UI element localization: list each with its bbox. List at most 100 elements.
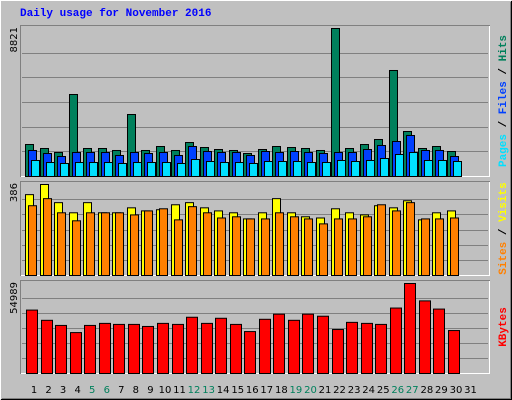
x-tick-label: 2 (45, 385, 51, 396)
panel-shade (20, 25, 490, 177)
bar (377, 204, 386, 276)
legend-separator: / (498, 114, 510, 134)
legend-separator: / (498, 61, 510, 81)
bar (162, 162, 171, 178)
bar (273, 313, 285, 374)
x-tick-label: 9 (147, 385, 153, 396)
bar (392, 210, 401, 276)
legend: Sites / Visits (498, 182, 510, 274)
y-tick-label: 386 (9, 183, 20, 202)
bar (346, 321, 358, 374)
x-tick-label: 5 (89, 385, 95, 396)
x-tick-label: 12 (188, 385, 201, 396)
bar (177, 162, 186, 177)
bar (174, 219, 183, 277)
bar (57, 212, 66, 277)
bar (278, 161, 287, 177)
bar (26, 309, 38, 375)
bar (290, 216, 299, 276)
bar (86, 212, 95, 277)
bar (450, 217, 459, 276)
legend-entry: Pages (498, 134, 510, 167)
bar (419, 300, 431, 374)
bar (246, 218, 255, 277)
legend-separator: / (498, 222, 510, 242)
bar (201, 322, 213, 375)
bar (433, 308, 445, 374)
x-tick-label: 29 (435, 385, 448, 396)
bar (302, 313, 314, 374)
bar (264, 161, 273, 177)
bar (133, 162, 142, 178)
x-tick-label: 26 (391, 385, 404, 396)
bar (115, 212, 124, 277)
panel-shade (20, 181, 490, 276)
bar (217, 217, 226, 276)
bar (293, 161, 302, 177)
bar (366, 159, 375, 177)
bar (203, 212, 212, 277)
bar (104, 162, 113, 178)
x-tick-label: 13 (202, 385, 215, 396)
bar (41, 319, 53, 374)
x-tick-label: 10 (159, 385, 172, 396)
bar (249, 162, 258, 177)
bar (380, 157, 389, 178)
x-tick-label: 1 (31, 385, 37, 396)
x-tick-label: 20 (304, 385, 317, 396)
x-tick-label: 30 (450, 385, 463, 396)
bar (113, 323, 125, 374)
bar (144, 210, 153, 276)
bar (232, 216, 241, 276)
x-tick-label: 3 (60, 385, 66, 396)
bar (43, 198, 52, 276)
bar (89, 162, 98, 178)
bar (348, 218, 357, 277)
x-tick-label: 27 (406, 385, 419, 396)
bar (188, 206, 197, 277)
x-tick-label: 8 (133, 385, 139, 396)
x-tick-label: 21 (319, 385, 332, 396)
bar (72, 220, 81, 276)
bar (206, 161, 215, 177)
bar (404, 283, 416, 374)
bar (31, 159, 40, 177)
x-tick-label: 11 (173, 385, 186, 396)
bar (75, 162, 84, 178)
bar (375, 323, 387, 374)
bar (409, 152, 418, 177)
bar (453, 161, 462, 177)
bar (390, 307, 402, 374)
bar (244, 331, 256, 374)
bar (361, 322, 373, 375)
bar (438, 159, 447, 177)
bar (191, 159, 200, 177)
y-tick-label: 54989 (9, 282, 20, 314)
bar (157, 322, 169, 375)
bar (172, 323, 184, 374)
bar (147, 162, 156, 178)
bar (118, 162, 127, 177)
bar (421, 218, 430, 277)
bar (130, 214, 139, 276)
bar (351, 161, 360, 177)
x-tick-label: 24 (362, 385, 375, 396)
bar (317, 315, 329, 375)
bar (215, 317, 227, 375)
bar (55, 324, 67, 375)
x-tick-label: 7 (118, 385, 124, 396)
bar (304, 218, 313, 277)
legend-entry: Sites (498, 242, 510, 275)
legend: KBytes (498, 307, 510, 347)
bar (307, 162, 316, 178)
bar (60, 162, 69, 177)
legend-entry: Hits (498, 35, 510, 61)
bar (261, 218, 270, 277)
y-tick-label: 8821 (9, 27, 20, 52)
legend-entry: Visits (498, 182, 510, 222)
bar (363, 216, 372, 276)
bar (28, 205, 37, 277)
bar (99, 322, 111, 375)
x-tick-label: 15 (231, 385, 244, 396)
